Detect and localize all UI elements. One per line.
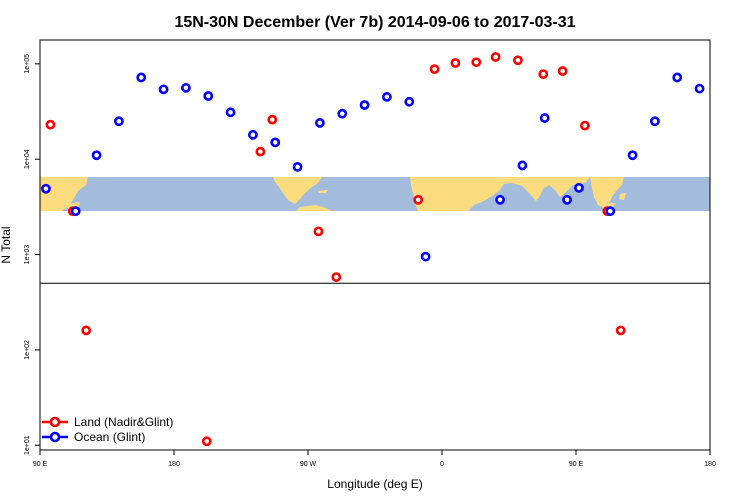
land-data-point [45, 119, 56, 130]
ocean-data-point [627, 150, 638, 161]
chart-title: 15N-30N December (Ver 7b) 2014-09-06 to … [174, 14, 575, 31]
land-data-point [490, 52, 501, 62]
y-tick-label: 1e+02 [24, 340, 31, 360]
ocean-data-point [181, 82, 191, 93]
land-data-point [331, 272, 342, 282]
ocean-data-point [539, 113, 550, 123]
land-data-point [471, 57, 482, 68]
ocean-data-point [495, 194, 505, 205]
land-data-point [81, 325, 92, 336]
y-tick-label: 1e+03 [24, 245, 31, 265]
land-data-point [450, 58, 461, 68]
ocean-data-point [672, 72, 683, 83]
land-data-point [255, 146, 266, 157]
legend-land-label: Land (Nadir&Glint) [74, 415, 173, 429]
ocean-data-point [694, 83, 705, 94]
world-map-strip [40, 177, 710, 211]
x-tick-label: 90 E [33, 461, 48, 468]
x-tick-label: 180 [704, 461, 716, 468]
land-data-point [201, 436, 212, 447]
ocean-data-point [337, 108, 348, 119]
ocean-data-point [41, 183, 51, 194]
ocean-data-point [517, 160, 528, 171]
ocean-data-point [91, 150, 102, 161]
ocean-data-point [158, 84, 169, 95]
ocean-data-point [650, 116, 660, 127]
x-axis: 90 E 180 90 W 0 90 E 180 [33, 450, 716, 468]
ocean-data-point [562, 194, 572, 205]
map-land-south-america [296, 205, 332, 211]
land-data-point [313, 226, 324, 237]
plot-area [39, 39, 711, 451]
y-tick-label: 1e+01 [24, 435, 31, 455]
data-points [41, 52, 705, 447]
map-land-europe-africa-asia [410, 177, 590, 211]
land-data-point [513, 55, 523, 66]
ocean-data-point [114, 116, 124, 127]
map-land-caribbean [318, 190, 328, 193]
ocean-data-point [382, 92, 392, 102]
y-axis: 1e+01 1e+02 1e+03 1e+04 1e+05 [24, 54, 40, 455]
x-tick-label: 180 [168, 461, 180, 468]
land-data-point [580, 120, 590, 131]
y-axis-label: N Total [0, 226, 13, 263]
map-land-se-asia [590, 177, 624, 208]
land-data-point [413, 194, 424, 205]
map-land-north-america [273, 177, 322, 204]
land-data-point [538, 69, 549, 80]
legend-ocean-marker [49, 431, 61, 443]
land-data-point [267, 114, 278, 125]
map-land-philippines [619, 193, 626, 200]
map-land-asia-west [40, 177, 88, 211]
ocean-data-point [292, 162, 303, 172]
land-data-point [557, 66, 568, 76]
ocean-data-point [420, 251, 431, 262]
x-tick-label: 90 E [569, 461, 584, 468]
land-data-point [615, 325, 626, 336]
legend: Land (Nadir&Glint) Ocean (Glint) [42, 415, 173, 444]
ocean-data-point [136, 72, 147, 83]
x-tick-label: 0 [440, 461, 444, 468]
ocean-data-point [574, 182, 584, 193]
ocean-data-point [203, 91, 214, 101]
ocean-data-point [605, 206, 616, 217]
land-data-point [429, 64, 440, 75]
legend-land-marker [49, 416, 61, 428]
y-tick-label: 1e+04 [24, 149, 31, 169]
ocean-data-point [270, 137, 281, 148]
x-axis-label: Longitude (deg E) [327, 477, 422, 491]
y-tick-label: 1e+05 [24, 54, 31, 74]
ocean-data-point [248, 129, 258, 140]
ocean-data-point [359, 100, 370, 110]
ocean-data-point [225, 107, 236, 118]
ocean-data-point [70, 206, 81, 217]
ocean-data-point [404, 96, 415, 107]
ocean-data-point [315, 118, 325, 128]
x-tick-label: 90 W [300, 461, 317, 468]
legend-ocean-label: Ocean (Glint) [74, 430, 145, 444]
